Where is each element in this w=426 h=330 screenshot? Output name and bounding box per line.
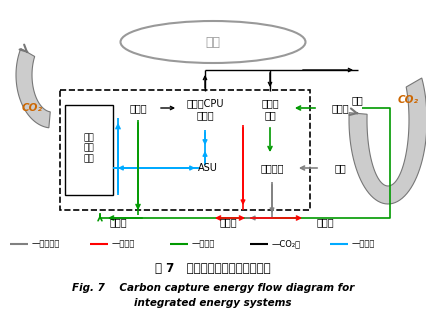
Text: —电能流: —电能流: [192, 240, 216, 248]
Polygon shape: [16, 49, 50, 128]
Text: 储热罐: 储热罐: [219, 217, 237, 227]
Text: 气源: 气源: [334, 163, 346, 173]
Text: integrated energy systems: integrated energy systems: [134, 298, 292, 308]
Text: 热负荷: 热负荷: [316, 217, 334, 227]
Text: —CO₂流: —CO₂流: [272, 240, 301, 248]
Text: 封存: 封存: [351, 95, 363, 105]
Text: 储氧罐: 储氧罐: [196, 110, 214, 120]
Text: 大气: 大气: [205, 36, 221, 49]
Text: 电转气: 电转气: [261, 98, 279, 108]
Text: ASU: ASU: [198, 163, 218, 173]
Text: 设备: 设备: [264, 110, 276, 120]
Text: Fig. 7    Carbon capture energy flow diagram for: Fig. 7 Carbon capture energy flow diagra…: [72, 283, 354, 293]
Text: 风电场: 风电场: [331, 103, 349, 113]
Text: 富氧
燃烧
电厂: 富氧 燃烧 电厂: [83, 133, 95, 163]
Text: —天然气流: —天然气流: [32, 240, 60, 248]
Text: 燃气机组: 燃气机组: [260, 163, 284, 173]
Text: 碳捕集CPU: 碳捕集CPU: [186, 98, 224, 108]
Text: 图 7   综合能源系统碳捕集能流图: 图 7 综合能源系统碳捕集能流图: [155, 261, 271, 275]
Text: —氧气流: —氧气流: [352, 240, 375, 248]
Text: —热能流: —热能流: [112, 240, 135, 248]
Text: CO₂: CO₂: [21, 103, 43, 113]
Text: 电负荷: 电负荷: [109, 217, 127, 227]
Text: CO₂: CO₂: [397, 95, 418, 105]
Polygon shape: [349, 78, 426, 204]
Text: 火电厂: 火电厂: [129, 103, 147, 113]
